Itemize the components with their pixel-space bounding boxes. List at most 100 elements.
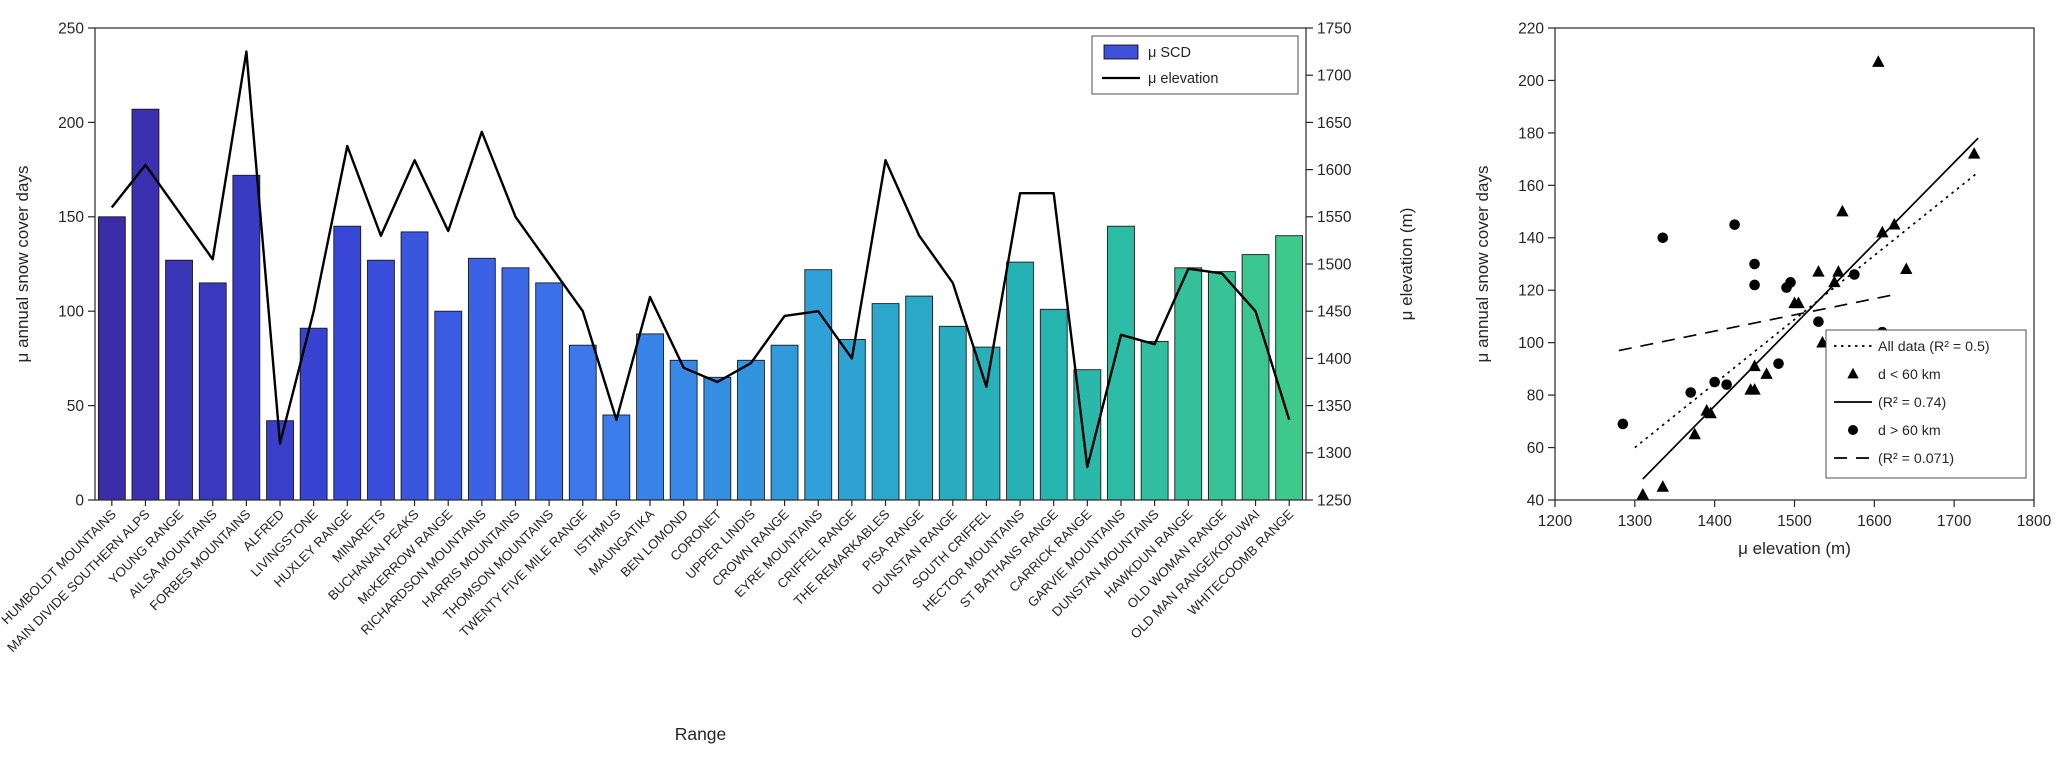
- scd-bar: [669, 359, 698, 501]
- point-triangle: [1688, 427, 1701, 440]
- legend-label-elevation: μ elevation: [1148, 71, 1218, 87]
- ytick-right-label: 1700: [1317, 68, 1352, 85]
- category-label: MAIN DIVIDE SOUTHERN ALPS: [4, 506, 153, 655]
- x-axis-label: Range: [675, 724, 727, 744]
- ytick-label: 180: [1518, 125, 1544, 142]
- scatter-chart-svg: 1200 1300 1400 1500 1600 1700 1800 40 60 80 100 120…: [1473, 20, 2052, 558]
- scd-bar: [97, 216, 126, 501]
- scd-bar: [837, 339, 866, 501]
- legend-label-scd: μ SCD: [1148, 45, 1191, 61]
- bar-chart-svg: 0 50 100 150 200 250 1250 1300 1350 1400 1450 1500 1…: [0, 20, 1416, 744]
- point-triangle: [1832, 265, 1845, 277]
- y-axis-label: μ annual snow cover days: [1473, 166, 1492, 363]
- point-circle: [1721, 379, 1732, 390]
- ytick-left-label: 100: [58, 304, 84, 321]
- fit-line-dashed: [1618, 294, 1891, 352]
- point-triangle: [1636, 487, 1650, 500]
- point-triangle: [1656, 480, 1669, 492]
- ytick-left-label: 200: [58, 115, 84, 132]
- scd-bar: [871, 303, 900, 501]
- point-circle: [1749, 258, 1760, 270]
- scd-bar: [1207, 271, 1236, 501]
- ytick-label: 80: [1527, 388, 1545, 405]
- xtick-label: 1600: [1857, 513, 1892, 530]
- xtick-label: 1700: [1937, 513, 1972, 530]
- scd-bar: [1107, 225, 1135, 501]
- point-triangle: [1760, 367, 1773, 379]
- bar-plot-area: 0 50 100 150 200 250 1250 1300 1350 1400 1450 1500 1…: [0, 20, 1416, 744]
- legend-label: d > 60 km: [1878, 423, 1941, 439]
- point-triangle: [1828, 275, 1841, 288]
- y-axis-label-right: μ elevation (m): [1397, 208, 1416, 321]
- legend-label: (R² = 0.071): [1878, 451, 1954, 467]
- scd-bar: [905, 295, 934, 501]
- point-circle: [1781, 282, 1792, 293]
- xtick-label: 1200: [1538, 513, 1573, 530]
- point-circle: [1617, 418, 1629, 430]
- point-circle: [1729, 219, 1740, 230]
- scd-bar: [467, 257, 496, 501]
- ytick-left-label: 0: [75, 492, 84, 509]
- scd-bar: [400, 231, 429, 501]
- legend-label: d < 60 km: [1878, 367, 1941, 383]
- scd-bar: [501, 267, 530, 501]
- point-circle: [1685, 387, 1697, 398]
- ytick-label: 100: [1518, 335, 1544, 352]
- ytick-label: 140: [1518, 230, 1544, 247]
- x-axis-label: μ elevation (m): [1738, 539, 1851, 558]
- ytick-right-label: 1650: [1317, 115, 1352, 132]
- point-circle: [1657, 232, 1669, 244]
- point-triangle: [1748, 359, 1761, 372]
- ytick-label: 200: [1518, 73, 1544, 90]
- scd-bar: [1006, 261, 1034, 501]
- xtick-label: 1400: [1697, 513, 1732, 530]
- legend-label: All data (R² = 0.5): [1878, 339, 1990, 355]
- point-triangle: [1744, 383, 1757, 395]
- scd-bar: [938, 325, 967, 501]
- elevation-line: [110, 50, 1291, 469]
- scd-bar: [602, 414, 631, 501]
- scatter-plot-area: 1200 1300 1400 1500 1600 1700 1800 40 60 80 100 120…: [1473, 20, 2052, 558]
- ytick-right-label: 1300: [1317, 445, 1352, 462]
- point-circle: [1749, 279, 1760, 291]
- scd-bar: [1140, 340, 1169, 501]
- ytick-left-label: 150: [58, 209, 84, 226]
- ytick-right-label: 1350: [1317, 398, 1352, 415]
- ytick-label: 40: [1527, 492, 1545, 509]
- scd-bar: [1174, 267, 1203, 501]
- scd-bar: [1241, 254, 1270, 501]
- snow-cover-bar-chart: 0 50 100 150 200 250 1250 1300 1350 1400 1450 1500 1…: [0, 20, 1416, 744]
- scd-bar: [333, 225, 362, 501]
- ytick-right-label: 1750: [1317, 20, 1352, 37]
- scd-bar: [1275, 235, 1304, 501]
- scd-bar: [367, 259, 395, 501]
- point-circle: [1773, 358, 1784, 369]
- y-axis-label-left: μ annual snow cover days: [13, 166, 32, 363]
- elevation-scatter-chart: 1200 1300 1400 1500 1600 1700 1800 40 60 80 100 120…: [1460, 0, 2067, 770]
- scd-bar: [804, 269, 833, 501]
- point-triangle: [1836, 204, 1849, 217]
- point-triangle: [1967, 147, 1981, 159]
- scd-bar: [636, 333, 664, 501]
- legend-label: (R² = 0.74): [1878, 395, 1946, 411]
- ytick-label: 120: [1518, 283, 1544, 300]
- ytick-right-label: 1250: [1317, 492, 1352, 509]
- point-triangle: [1812, 265, 1825, 277]
- ytick-right-label: 1500: [1317, 256, 1352, 273]
- ytick-right-label: 1550: [1317, 209, 1352, 226]
- point-circle: [1849, 269, 1860, 280]
- scd-bar: [770, 344, 799, 501]
- legend-patch-scd: [1103, 44, 1139, 60]
- legend-box: [1825, 329, 2027, 479]
- point-triangle: [1876, 225, 1889, 238]
- ytick-right-label: 1600: [1317, 162, 1352, 179]
- scd-bar: [165, 259, 193, 501]
- scd-bar: [535, 282, 564, 501]
- scd-bar: [434, 310, 463, 501]
- fit-line-solid: [1642, 137, 1979, 480]
- point-circle: [1709, 376, 1720, 388]
- point-triangle: [1872, 55, 1885, 67]
- ytick-label: 60: [1527, 440, 1545, 457]
- point-triangle: [1704, 406, 1717, 419]
- point-circle: [1813, 316, 1824, 327]
